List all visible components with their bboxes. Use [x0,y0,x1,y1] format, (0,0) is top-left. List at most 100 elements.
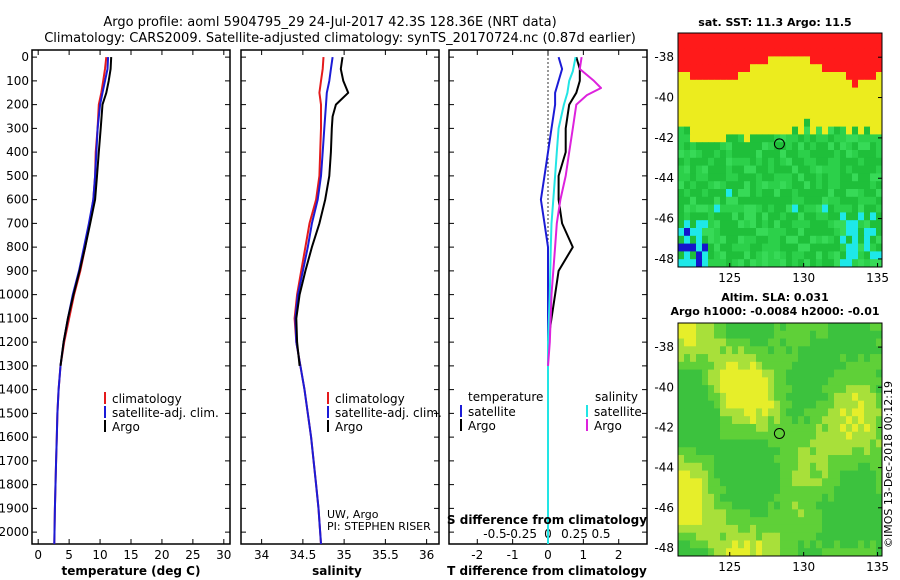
map-cell [834,369,841,378]
map-cell [828,532,835,541]
map-cell [846,189,853,198]
map-cell [762,150,769,159]
map-cell [792,48,799,57]
map-cell [720,540,727,549]
map-cell [720,56,727,65]
map-cell [798,423,805,433]
map-cell [846,462,853,471]
map-cell [738,400,745,409]
map-cell [834,486,841,495]
map-cell [840,509,847,518]
map-cell [684,470,691,479]
map-cell [804,118,811,127]
map-cell [744,361,751,370]
map-cell [864,478,871,487]
map-cell [702,228,709,237]
map-cell [840,486,847,495]
map-cell [828,212,835,221]
map-cell [696,79,703,88]
map-cell [726,33,733,42]
map-cell [774,361,781,370]
map-cell [756,524,763,534]
map-cell [756,259,763,268]
map-cell [738,64,745,73]
map-cell [708,196,715,205]
map-x-tick-label: 130 [792,560,815,574]
map-cell [720,509,727,518]
legend-heading-temperature: temperature [468,390,543,404]
map-cell [858,470,865,479]
map-cell [750,361,757,370]
map-cell [696,134,703,143]
map-cell [696,330,703,339]
map-cell [804,470,811,479]
map-cell [744,33,751,42]
map-cell [774,165,781,174]
map-cell [708,173,715,182]
map-cell [750,220,757,229]
map-cell [738,501,745,510]
map-cell [750,228,757,237]
map-cell [732,369,739,378]
map-cell [750,243,757,252]
map-cell [744,181,751,190]
map-cell [804,377,811,386]
map-cell [846,361,853,370]
map-cell [726,447,733,456]
map-cell [798,95,805,104]
map-cell [714,33,721,42]
map-cell [714,134,721,143]
map-cell [678,72,685,81]
map-cell [870,548,877,557]
map-cell [834,79,841,88]
map-cell [786,251,793,260]
map-cell [858,400,865,409]
map-cell [678,478,685,487]
map-cell [870,400,877,409]
map-cell [804,196,811,205]
map-cell [732,111,739,120]
map-cell [690,212,697,221]
map-cell [738,447,745,456]
map-cell [846,95,853,104]
map-cell [846,103,853,112]
map-cell [696,212,703,221]
map-cell [756,142,763,151]
map-cell [780,181,787,190]
map-cell [678,87,685,96]
map-cell [816,323,823,332]
map-cell [810,501,817,510]
map-cell [870,532,877,541]
map-cell [750,532,757,541]
map-cell [738,385,745,394]
map-cell [870,189,877,198]
map-cell [828,369,835,378]
map-cell [774,377,781,386]
map-cell [834,111,841,120]
map-cell [714,204,721,213]
map-cell [702,323,709,332]
map-cell [762,48,769,57]
argo-location-marker [773,428,785,439]
map-cell [714,354,721,363]
map-cell [834,235,841,244]
map-cell [738,439,745,448]
map-cell [750,103,757,112]
map-cell [780,323,787,332]
map-cell [768,524,775,534]
map-cell [852,361,859,370]
map-cell [696,478,703,487]
map-cell [786,517,793,526]
map-cell [768,330,775,339]
map-cell [702,64,709,73]
map-cell [714,361,721,370]
map-cell [792,64,799,73]
map-cell [678,173,685,182]
map-cell [726,369,733,378]
map-cell [816,79,823,88]
map-cell [864,251,871,260]
map-cell [768,377,775,386]
map-cell [750,126,757,135]
map-cell [876,431,883,440]
map-cell [726,212,733,221]
